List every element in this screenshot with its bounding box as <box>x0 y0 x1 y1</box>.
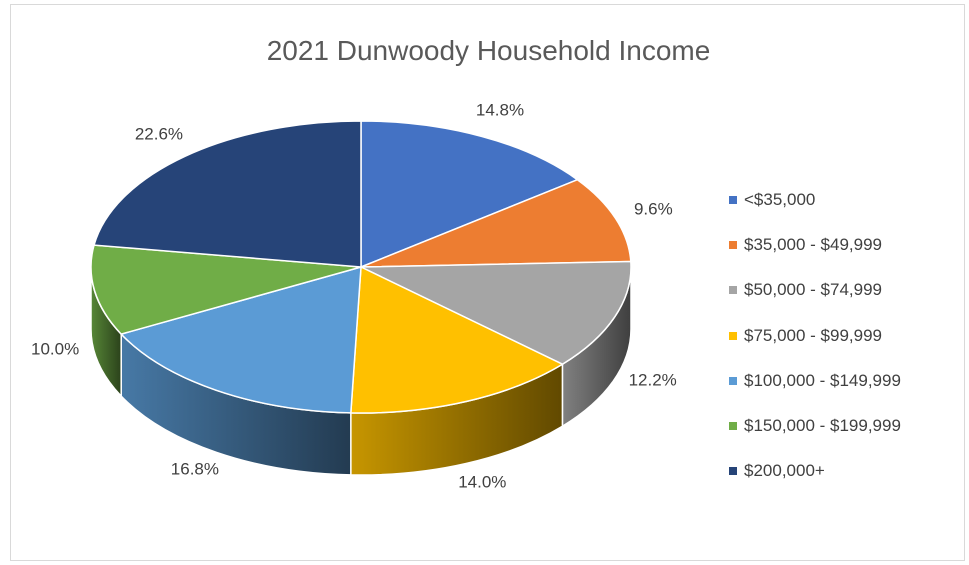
legend-label: $75,000 - $99,999 <box>744 325 883 345</box>
legend-item: $200,000+ <box>729 449 901 494</box>
pie-slice <box>119 265 362 414</box>
data-labels: 14.8% 9.6% 12.2% 14.0% 16.8% 10.0% 22.6% <box>31 101 677 492</box>
legend-label: $50,000 - $74,999 <box>744 280 883 300</box>
data-label: 22.6% <box>135 125 183 144</box>
data-label: 16.8% <box>171 459 219 478</box>
legend-swatch <box>729 331 737 340</box>
pie-slice <box>90 244 362 335</box>
legend-swatch <box>729 240 737 249</box>
legend-swatch <box>729 286 737 295</box>
data-label: 12.2% <box>629 370 677 389</box>
legend-item: $50,000 - $74,999 <box>729 268 901 313</box>
pie-slice <box>350 265 564 414</box>
pie-slice <box>93 120 362 268</box>
legend-swatch <box>729 422 737 431</box>
legend-item: <$35,000 <box>729 177 901 222</box>
data-label: 14.0% <box>458 473 506 492</box>
legend-swatch <box>729 376 737 385</box>
chart-title: 2021 Dunwoody Household Income <box>266 35 711 66</box>
legend: <$35,000 $35,000 - $49,999 $50,000 - $74… <box>729 177 901 494</box>
data-label: 10.0% <box>31 339 79 358</box>
legend-label: $200,000+ <box>744 461 825 481</box>
pie-slice <box>360 178 632 268</box>
legend-swatch <box>729 195 737 204</box>
legend-swatch <box>729 467 737 476</box>
data-label: 9.6% <box>634 199 673 218</box>
legend-label: <$35,000 <box>744 189 816 209</box>
legend-item: $75,000 - $99,999 <box>729 313 901 358</box>
legend-label: $35,000 - $49,999 <box>744 234 883 254</box>
pie-slices <box>90 120 632 414</box>
legend-item: $35,000 - $49,999 <box>729 222 901 267</box>
data-label: 14.8% <box>476 101 524 120</box>
legend-item: $150,000 - $199,999 <box>729 403 901 448</box>
pie-slice <box>360 120 579 269</box>
legend-label: $150,000 - $199,999 <box>744 416 901 436</box>
legend-label: $100,000 - $149,999 <box>744 370 901 390</box>
legend-item: $100,000 - $149,999 <box>729 358 901 403</box>
pie-slice <box>360 260 632 366</box>
